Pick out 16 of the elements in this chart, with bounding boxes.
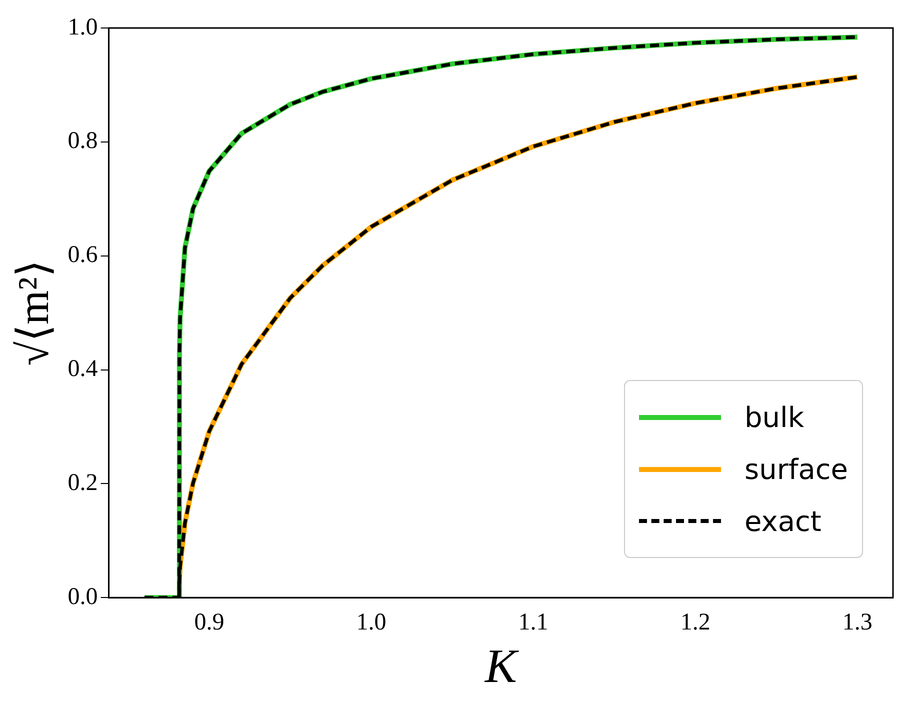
x-tick-label: 1.0 xyxy=(356,609,386,636)
y-tick-label: 0.8 xyxy=(68,128,98,154)
y-axis-title: √⟨m²⟩ xyxy=(8,260,58,366)
x-tick-label: 0.9 xyxy=(194,609,224,636)
y-tick-label: 0.2 xyxy=(68,470,98,496)
y-tick-label: 1.0 xyxy=(68,14,98,40)
x-axis-title: K xyxy=(484,640,520,693)
legend-label: exact xyxy=(744,504,822,538)
x-tick-label: 1.3 xyxy=(842,609,872,636)
y-tick-label: 0.4 xyxy=(68,356,98,382)
x-tick-label: 1.2 xyxy=(680,609,710,636)
legend-label: bulk xyxy=(744,400,804,434)
y-tick-label: 0.6 xyxy=(68,242,98,268)
x-tick-label: 1.1 xyxy=(518,609,548,636)
legend-label: surface xyxy=(744,452,848,486)
y-tick-label: 0.0 xyxy=(68,584,98,610)
